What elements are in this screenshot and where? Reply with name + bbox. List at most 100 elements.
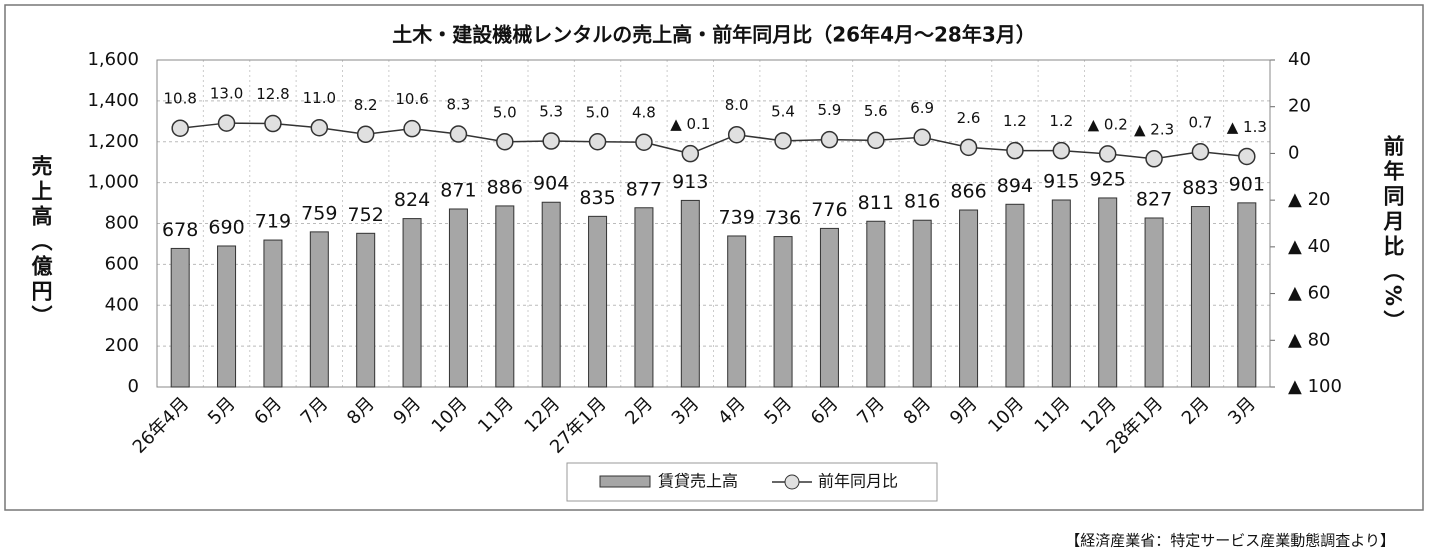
legend-label: 前年同月比 [818,472,898,491]
bar-value-label: 824 [394,189,430,211]
y2-tick-label: ▲ 100 [1288,376,1342,397]
line-marker [588,133,607,151]
line-marker [403,119,421,138]
bar-value-label: 811 [858,192,894,214]
bar-value-label: 719 [255,211,291,233]
bar [170,247,190,388]
line-value-label: 8.2 [354,96,378,114]
line-value-label: 8.3 [447,96,471,114]
bar [866,220,886,388]
bar [727,235,747,388]
y2-tick-label: ▲ 80 [1288,329,1330,350]
line-marker [774,132,792,150]
line-value-label: ▲ 0.1 [670,115,710,133]
line-marker [1006,141,1024,160]
line-value-label: 10.6 [395,90,428,108]
bar [1098,197,1118,388]
bar-value-label: 827 [1136,188,1172,210]
line-value-label: 5.0 [586,103,610,121]
bar-value-label: 915 [1043,170,1079,192]
bar-value-label: 776 [811,199,847,221]
y2-axis-label: 前年同月比（%） [1381,134,1406,335]
line-value-label: 8.0 [725,96,749,114]
legend-marker [784,474,800,490]
line-value-label: 11.0 [303,89,336,107]
bar-value-label: 678 [162,219,198,241]
bar [217,245,237,388]
y-tick-label: 600 [105,253,139,274]
bar [773,236,793,388]
line-marker [820,130,839,149]
bar [263,239,283,388]
line-value-label: ▲ 2.3 [1134,120,1174,138]
bar-value-label: 816 [904,191,940,213]
bar [1005,203,1025,388]
y-tick-label: 800 [105,213,139,234]
line-marker [913,128,931,147]
bar-value-label: 901 [1229,173,1265,195]
bar-value-label: 894 [997,175,1033,197]
line-value-label: 5.4 [771,102,795,120]
source-note: 【経済産業省：特定サービス産業動態調査より】 [1065,532,1395,550]
y2-tick-label: 20 [1288,96,1311,117]
bar-value-label: 759 [301,202,337,224]
bar [1237,202,1257,388]
y-tick-label: 1,000 [87,172,139,193]
bar [309,231,329,388]
line-marker [1145,150,1163,168]
y-tick-label: 400 [105,294,139,315]
y2-tick-label: ▲ 60 [1288,283,1330,304]
bar [959,209,979,388]
line-value-label: 0.7 [1189,113,1213,131]
y-tick-label: 1,200 [87,131,139,152]
line-marker [635,133,653,151]
line-value-label: 6.9 [910,99,934,117]
bar-value-label: 739 [719,206,755,228]
line-marker [542,132,560,150]
line-value-label: 5.6 [864,102,888,120]
plot-area [156,59,1271,388]
line-value-label: 10.8 [163,90,196,108]
line-marker [1238,147,1256,166]
bar [448,208,468,388]
bar [356,232,376,388]
line-marker [496,133,514,151]
y2-tick-label: ▲ 20 [1288,189,1330,210]
bar [680,199,700,388]
bar [402,218,422,388]
line-marker [310,118,329,137]
y-tick-label: 1,600 [87,49,139,70]
chart-border [4,4,1424,511]
line-marker [1052,141,1071,160]
line-marker [727,125,746,144]
bar-value-label: 736 [765,207,801,229]
bar-value-label: 925 [1090,168,1126,190]
y2-tick-label: 0 [1288,142,1299,163]
line-value-label: ▲ 1.3 [1227,118,1267,136]
line-value-label: 1.2 [1003,112,1027,130]
bar-value-label: 835 [579,187,615,209]
line-value-label: 5.3 [539,103,563,121]
bar [495,205,515,388]
bar-value-label: 866 [950,181,986,203]
bar-value-label: 913 [672,171,708,193]
line-value-label: 4.8 [632,104,656,122]
bar-value-label: 877 [626,178,662,200]
legend-label: 賃貸売上高 [658,472,738,491]
line-marker [217,114,236,132]
line-value-label: 5.9 [818,101,842,119]
line-value-label: 2.6 [957,109,981,127]
y2-tick-label: 40 [1288,49,1311,70]
line-marker [681,144,700,163]
line-marker [356,125,375,144]
line-value-label: 13.0 [210,85,243,103]
bar [634,207,654,388]
line-marker [264,114,282,133]
y-axis-label: 売上高（億円） [29,155,53,330]
y-tick-label: 1,400 [87,90,139,111]
line-marker [1098,145,1117,163]
bar [1051,199,1071,388]
line-value-label: ▲ 0.2 [1088,115,1128,133]
